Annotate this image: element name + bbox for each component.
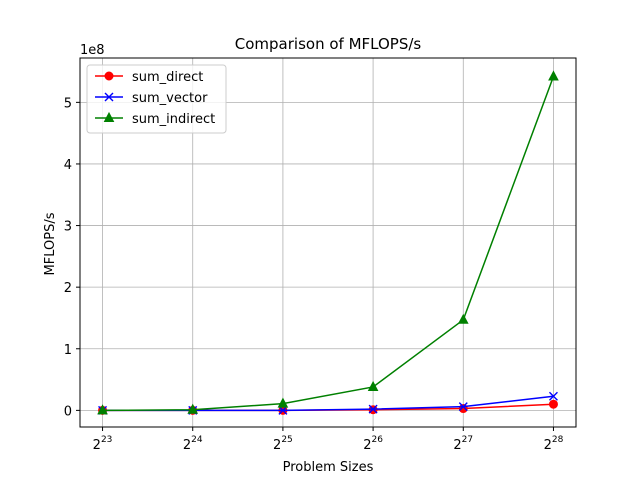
x-tick-label: 227 bbox=[453, 435, 473, 453]
series-sum_indirect bbox=[97, 70, 559, 415]
y-axis-title: MFLOPS/s bbox=[43, 212, 58, 275]
chart-title: Comparison of MFLOPS/s bbox=[235, 35, 422, 53]
data-point bbox=[457, 313, 469, 324]
data-point bbox=[278, 405, 288, 415]
legend-label: sum_indirect bbox=[132, 112, 215, 127]
legend-marker bbox=[103, 111, 115, 122]
series-line bbox=[102, 76, 555, 412]
legend-item: sum_direct bbox=[95, 70, 203, 85]
legend-marker bbox=[104, 71, 114, 81]
y-tick-label: 1 bbox=[64, 343, 72, 358]
data-point bbox=[548, 399, 558, 409]
legend-box bbox=[86, 64, 227, 134]
x-tick-label: 224 bbox=[183, 435, 203, 453]
y-axis: 0 1 2 3 4 5 bbox=[64, 96, 80, 419]
data-point bbox=[548, 391, 558, 401]
legend-label: sum_vector bbox=[132, 91, 208, 106]
y-tick-label: 0 bbox=[64, 404, 72, 419]
y-tick-label: 2 bbox=[64, 281, 72, 296]
legend: sum_direct sum_vector sum_indirect bbox=[86, 64, 227, 134]
data-point bbox=[548, 70, 559, 81]
y-tick-label: 5 bbox=[64, 96, 72, 111]
x-tick-label: 225 bbox=[273, 435, 293, 453]
x-tick-label: 226 bbox=[363, 435, 383, 453]
plot-frame bbox=[79, 57, 577, 428]
y-tick-label: 4 bbox=[64, 158, 72, 173]
legend-item: sum_indirect bbox=[95, 111, 215, 127]
y-offset-label: 1e8 bbox=[80, 43, 105, 58]
legend-item: sum_vector bbox=[95, 91, 208, 106]
data-point bbox=[277, 397, 289, 408]
series-layer bbox=[97, 70, 559, 415]
data-point bbox=[458, 402, 468, 412]
data-point bbox=[97, 404, 108, 415]
x-axis: 223 224 225 226 227 228 bbox=[93, 427, 564, 453]
data-point bbox=[368, 404, 378, 414]
y-tick-label: 3 bbox=[64, 220, 72, 235]
x-tick-label: 228 bbox=[544, 435, 564, 453]
data-point bbox=[187, 403, 199, 414]
legend-label: sum_direct bbox=[132, 70, 203, 85]
data-point bbox=[367, 380, 379, 391]
x-tick-label: 223 bbox=[93, 435, 113, 453]
legend-marker bbox=[104, 92, 114, 102]
x-axis-title: Problem Sizes bbox=[283, 460, 374, 475]
